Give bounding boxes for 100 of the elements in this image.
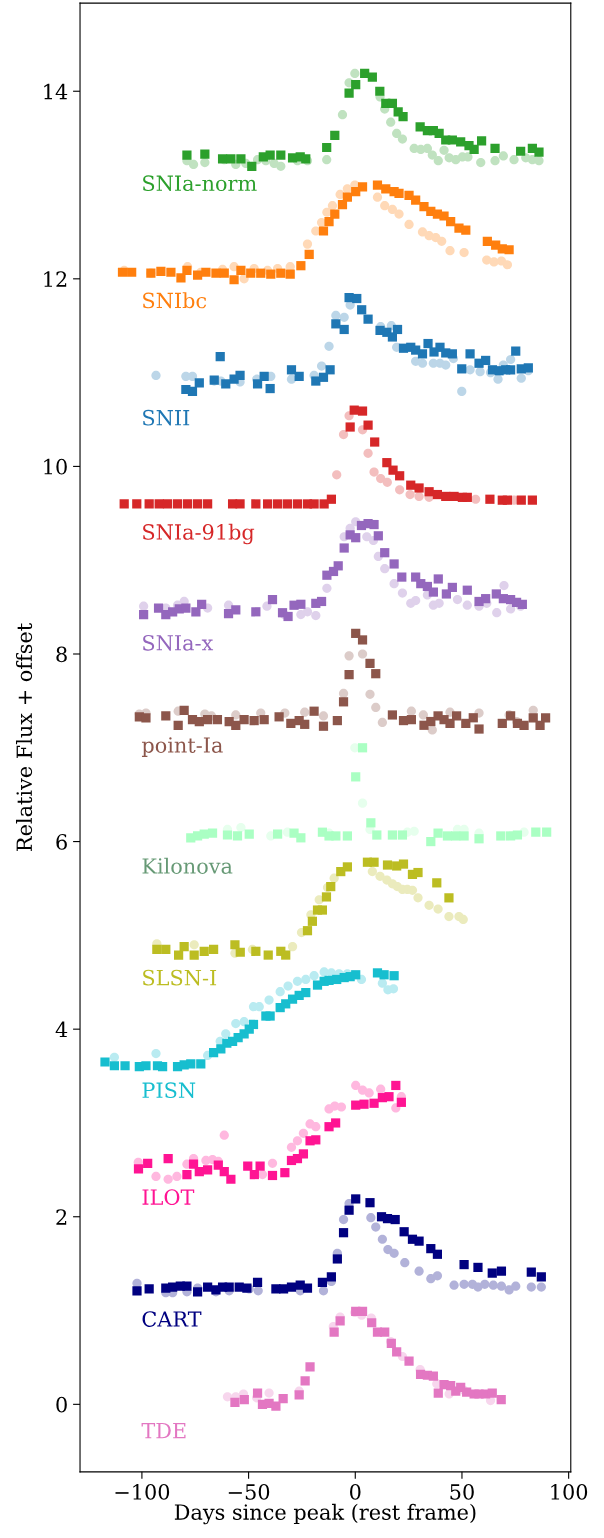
point <box>132 1286 142 1296</box>
point <box>286 718 296 729</box>
point <box>372 180 383 190</box>
point <box>433 1388 443 1398</box>
point <box>300 719 310 729</box>
point <box>364 1088 374 1098</box>
point <box>376 474 386 484</box>
point <box>203 1282 213 1292</box>
point <box>389 1248 399 1258</box>
point <box>244 829 254 839</box>
point <box>413 893 423 903</box>
point <box>394 209 404 219</box>
point <box>251 607 261 617</box>
point <box>474 834 484 844</box>
point <box>434 598 444 608</box>
point <box>251 946 261 956</box>
point <box>462 585 472 595</box>
point <box>369 519 379 530</box>
point <box>316 596 327 607</box>
point <box>311 1122 321 1132</box>
point <box>441 360 451 370</box>
point <box>156 266 166 276</box>
point <box>311 1135 321 1145</box>
point <box>133 1164 144 1174</box>
point <box>372 192 383 202</box>
point <box>526 1267 536 1277</box>
point <box>273 499 283 509</box>
point <box>459 1259 469 1270</box>
point <box>338 697 349 707</box>
point <box>326 1272 336 1282</box>
point <box>151 1171 161 1182</box>
point <box>331 831 341 841</box>
point <box>203 1165 213 1175</box>
point <box>324 217 334 227</box>
point <box>253 1286 263 1296</box>
point <box>192 499 203 509</box>
point <box>231 1018 241 1029</box>
point <box>342 831 352 841</box>
point <box>212 715 223 725</box>
point <box>332 715 342 726</box>
point <box>263 950 273 960</box>
point <box>236 154 246 164</box>
point <box>426 836 436 847</box>
point <box>229 275 239 285</box>
point <box>321 892 332 902</box>
point <box>141 1061 151 1071</box>
point <box>264 995 274 1005</box>
point <box>394 188 404 199</box>
point <box>489 257 499 267</box>
point <box>259 715 269 725</box>
point <box>461 225 471 235</box>
point <box>405 489 415 500</box>
point <box>298 1149 309 1159</box>
point <box>326 882 336 892</box>
point <box>264 1388 274 1398</box>
point <box>392 1347 402 1357</box>
point <box>151 1048 161 1059</box>
point <box>387 332 398 342</box>
point <box>350 68 360 79</box>
point <box>120 1061 130 1071</box>
point <box>278 1284 289 1294</box>
point <box>179 705 189 715</box>
point <box>497 718 507 729</box>
point <box>173 720 183 730</box>
point <box>326 494 336 504</box>
point <box>432 1249 443 1259</box>
point <box>286 374 297 384</box>
point <box>359 1099 369 1109</box>
point <box>267 1170 278 1181</box>
series-label: SNIa-91bg <box>143 523 255 545</box>
point <box>342 862 352 872</box>
point <box>493 374 503 384</box>
point <box>316 361 327 371</box>
point <box>496 1281 507 1291</box>
point <box>100 1057 110 1067</box>
point <box>365 658 375 668</box>
point <box>433 574 443 584</box>
point <box>375 86 385 96</box>
point <box>457 386 467 396</box>
point <box>344 651 354 661</box>
point <box>511 1281 521 1291</box>
point <box>502 495 513 505</box>
point <box>162 499 173 509</box>
y-tick-label: 4 <box>55 1021 68 1038</box>
point <box>230 1397 240 1408</box>
x-tick-label: 100 <box>551 1484 588 1500</box>
point <box>387 830 398 840</box>
point <box>296 833 306 843</box>
point <box>339 312 349 322</box>
point <box>325 365 335 375</box>
point <box>351 1194 361 1204</box>
point <box>302 607 313 617</box>
point <box>285 269 295 279</box>
point <box>179 942 189 952</box>
point <box>182 150 192 160</box>
point <box>338 688 349 698</box>
point <box>339 324 349 335</box>
point <box>352 293 362 304</box>
point <box>365 689 375 699</box>
point <box>459 1279 469 1289</box>
